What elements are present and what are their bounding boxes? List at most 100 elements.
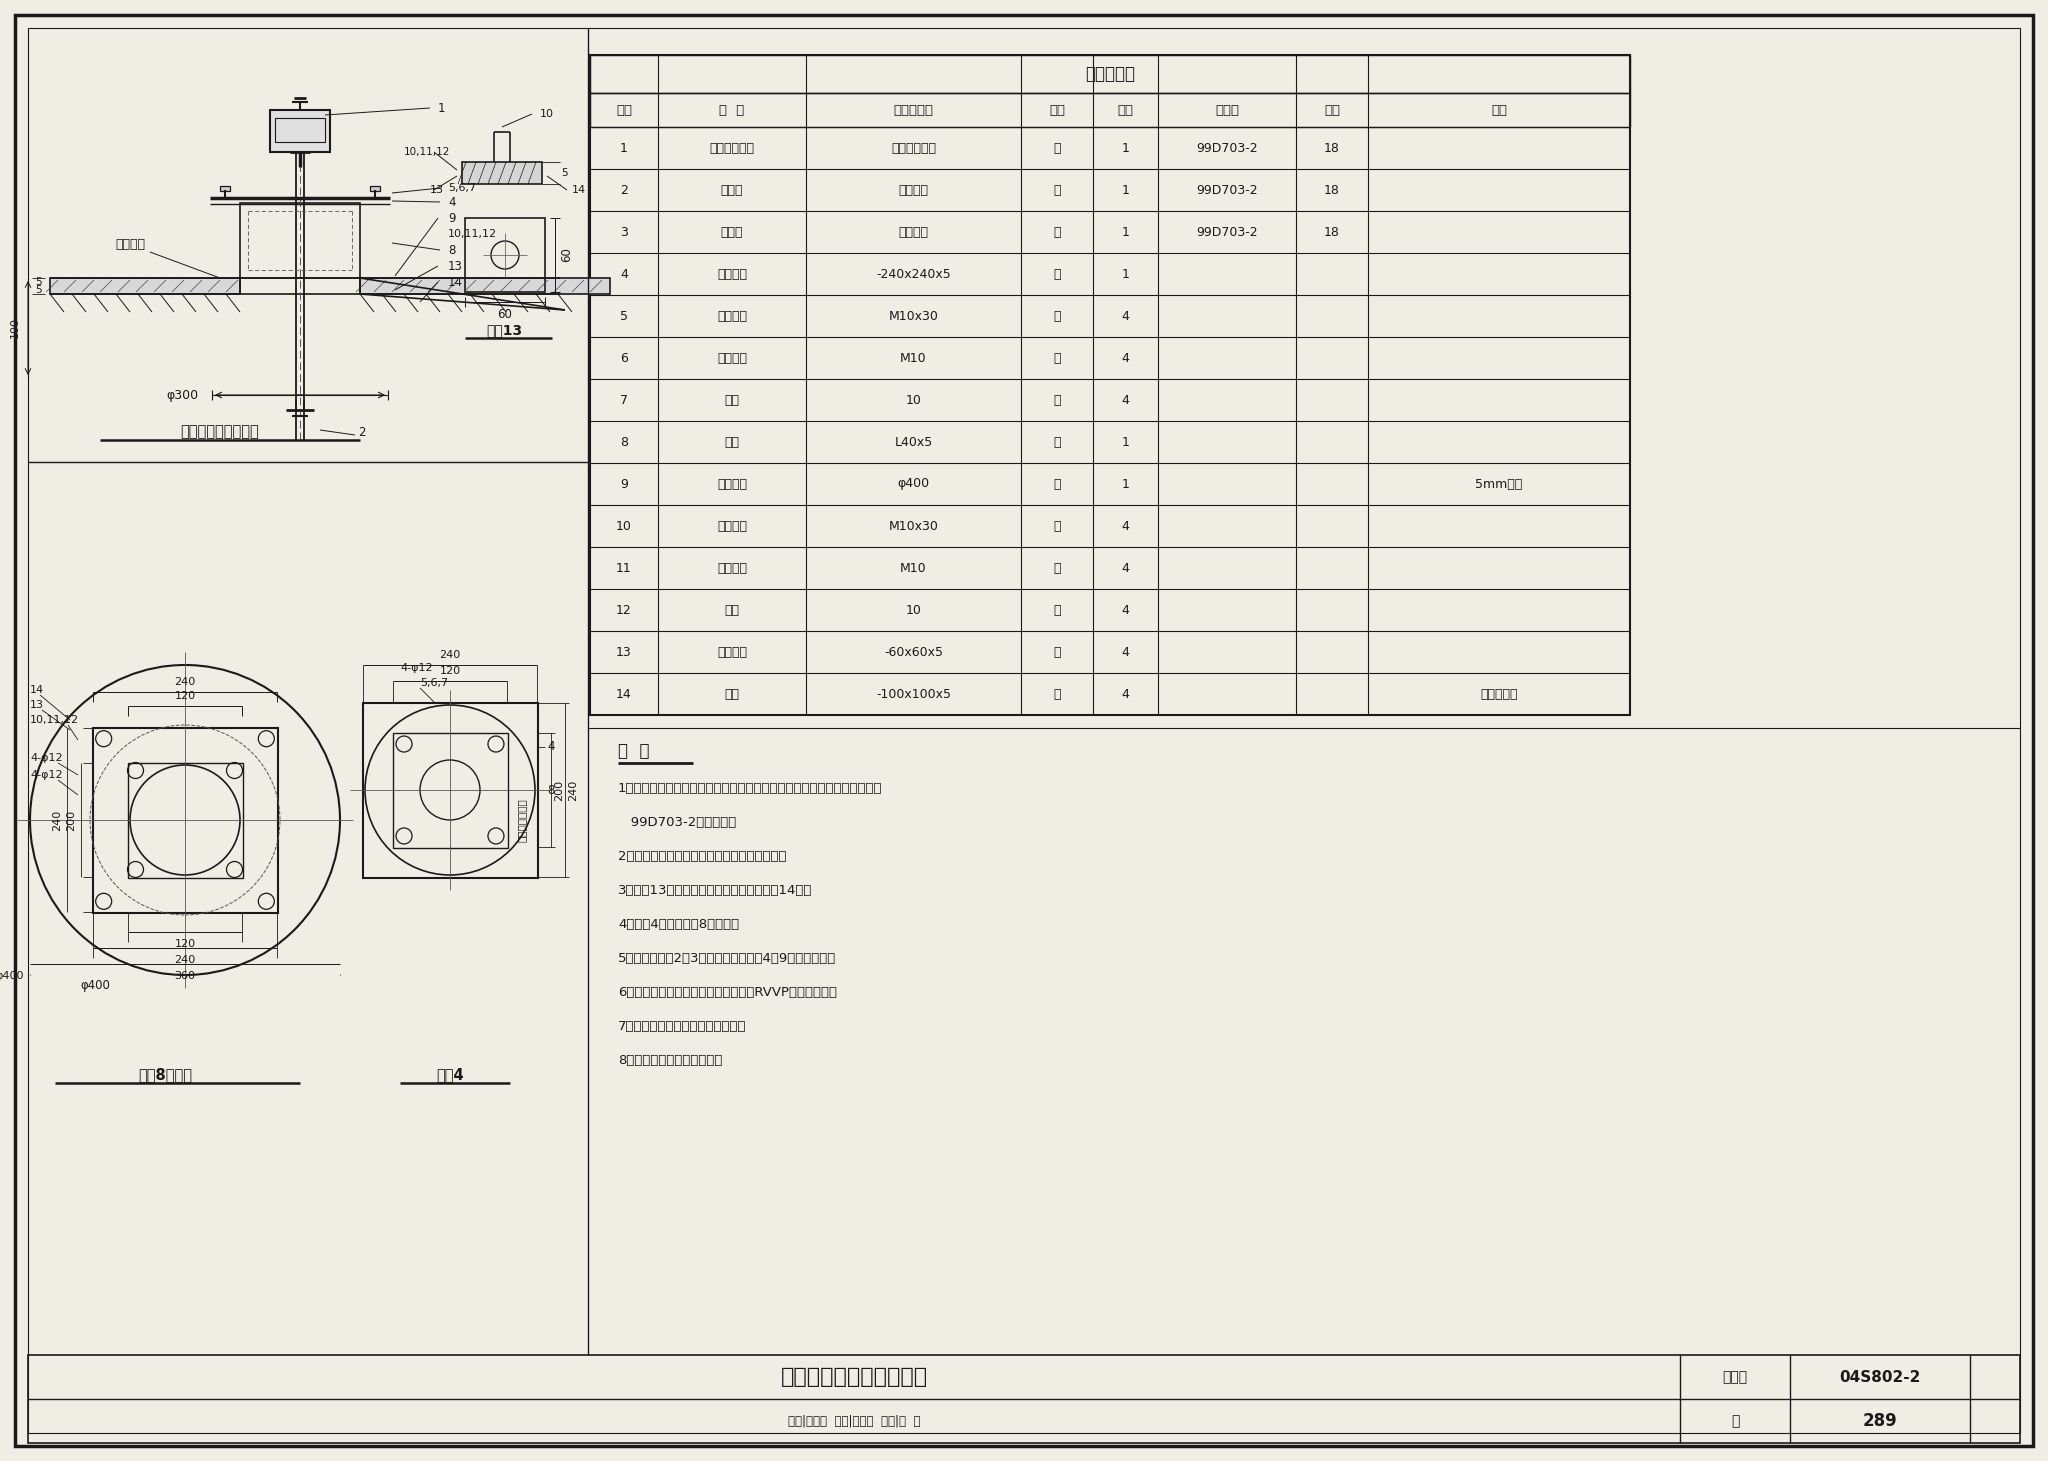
Bar [590,94,1630,127]
Text: 安装配件: 安装配件 [717,267,748,281]
Text: 10,11,12: 10,11,12 [449,229,498,240]
Text: 件: 件 [1053,267,1061,281]
Text: 人井平台: 人井平台 [115,238,145,251]
Text: 个: 个 [1053,603,1061,617]
Text: 零件13: 零件13 [485,323,522,337]
Text: 6、从控制地点到液位计信号线，采用RVVP型屏蔽电缆。: 6、从控制地点到液位计信号线，采用RVVP型屏蔽电缆。 [618,986,838,998]
Text: 18: 18 [1325,225,1339,238]
Text: 土建已预埋: 土建已预埋 [1481,688,1518,700]
Text: 10: 10 [905,603,922,617]
Text: 上挡圈: 上挡圈 [721,225,743,238]
Text: 1: 1 [1122,184,1128,196]
Text: 18: 18 [1325,142,1339,155]
Text: 件: 件 [1053,478,1061,491]
Text: 4: 4 [1122,561,1128,574]
Text: 4: 4 [1122,393,1128,406]
Text: 5: 5 [621,310,629,323]
Bar [49,278,240,294]
Bar [270,110,330,152]
Text: 2: 2 [358,427,367,440]
Text: 4: 4 [547,741,555,754]
Bar [393,733,508,847]
Text: 3、序号13安装配件现场焊接在土建预埋件14上。: 3、序号13安装配件现场焊接在土建预埋件14上。 [618,884,813,897]
Text: 双头螺栓: 双头螺栓 [717,520,748,532]
Text: 支架: 支架 [725,435,739,449]
Text: 12: 12 [616,603,633,617]
Text: 垫圈: 垫圈 [725,393,739,406]
Text: 10,11,12: 10,11,12 [403,148,451,156]
Text: 块: 块 [1053,688,1061,700]
Text: φ300: φ300 [166,389,199,402]
Text: 套: 套 [1053,184,1061,196]
Text: 289: 289 [1862,1411,1896,1430]
Text: 埋件: 埋件 [725,688,739,700]
Text: 10: 10 [541,110,555,118]
Text: 六角螺母: 六角螺母 [717,352,748,364]
Text: -60x60x5: -60x60x5 [885,646,942,659]
Text: 14: 14 [449,276,463,288]
Text: 10,11,12: 10,11,12 [31,714,80,725]
Bar [465,218,545,292]
Text: 个: 个 [1053,393,1061,406]
Text: 200: 200 [555,779,563,801]
Text: 7、必须保证液位计安装的垂直度。: 7、必须保证液位计安装的垂直度。 [618,1020,748,1033]
Bar [590,56,1630,94]
Text: 5: 5 [35,285,41,295]
Text: 240: 240 [440,650,461,660]
Text: 5: 5 [35,278,41,286]
Text: 六角螺栓: 六角螺栓 [717,310,748,323]
Text: 安装配件: 安装配件 [717,478,748,491]
Text: M10: M10 [901,352,928,364]
Bar [360,278,610,294]
Text: 名  称: 名 称 [719,104,745,117]
Bar [29,1354,2019,1443]
Text: 六角螺母: 六角螺母 [717,561,748,574]
Text: 1: 1 [1122,142,1128,155]
Text: 设备材料表: 设备材料表 [1085,64,1135,83]
Text: 页: 页 [1731,1414,1739,1427]
Text: 99D703-2: 99D703-2 [1196,225,1257,238]
Text: 2、浮筒式液位计，选择哪种型号由用户确定。: 2、浮筒式液位计，选择哪种型号由用户确定。 [618,849,786,862]
Bar [362,703,539,878]
Text: 18: 18 [1325,184,1339,196]
Text: φ400: φ400 [0,972,23,980]
Text: 14: 14 [571,186,586,194]
Bar [92,728,279,913]
Text: 个: 个 [1053,520,1061,532]
Text: 4: 4 [1122,603,1128,617]
Text: 4-φ12: 4-φ12 [399,663,432,674]
Text: 标准图: 标准图 [1214,104,1239,117]
Text: 04S802-2: 04S802-2 [1839,1369,1921,1385]
Text: 个: 个 [1053,561,1061,574]
Text: 个: 个 [1053,352,1061,364]
Text: 9: 9 [621,478,629,491]
Text: 13: 13 [449,260,463,273]
Text: 液位计元件开孔: 液位计元件开孔 [516,798,526,842]
Text: 99D703-2: 99D703-2 [1196,142,1257,155]
Text: 13: 13 [31,700,43,710]
Text: 审核|葛曙光  校对|王道权  设计|陈  锡: 审核|葛曙光 校对|王道权 设计|陈 锡 [788,1414,920,1427]
Text: 4、序号4安装在序号8支架上。: 4、序号4安装在序号8支架上。 [618,918,739,931]
Bar [219,186,229,191]
Text: 4: 4 [1122,646,1128,659]
Text: 个: 个 [1053,310,1061,323]
Text: 8、安装支架应作防腐处理。: 8、安装支架应作防腐处理。 [618,1053,723,1067]
Text: 5,6,7: 5,6,7 [449,183,475,193]
Text: 仪表配套: 仪表配套 [899,184,928,196]
Text: 240: 240 [51,809,61,831]
Text: 120: 120 [174,691,195,701]
Text: 14: 14 [616,688,633,700]
Text: M10: M10 [901,561,928,574]
Text: 200: 200 [66,809,76,830]
Text: 240: 240 [174,955,197,966]
Text: 7: 7 [621,393,629,406]
Text: 5,6,7: 5,6,7 [420,678,449,688]
Text: 60: 60 [561,247,573,263]
Text: 支架8大样图: 支架8大样图 [137,1068,193,1083]
Bar [463,162,543,184]
Text: M10x30: M10x30 [889,310,938,323]
Text: 4: 4 [621,267,629,281]
Bar [274,118,326,142]
Text: 14: 14 [31,685,45,695]
Bar [590,56,1630,714]
